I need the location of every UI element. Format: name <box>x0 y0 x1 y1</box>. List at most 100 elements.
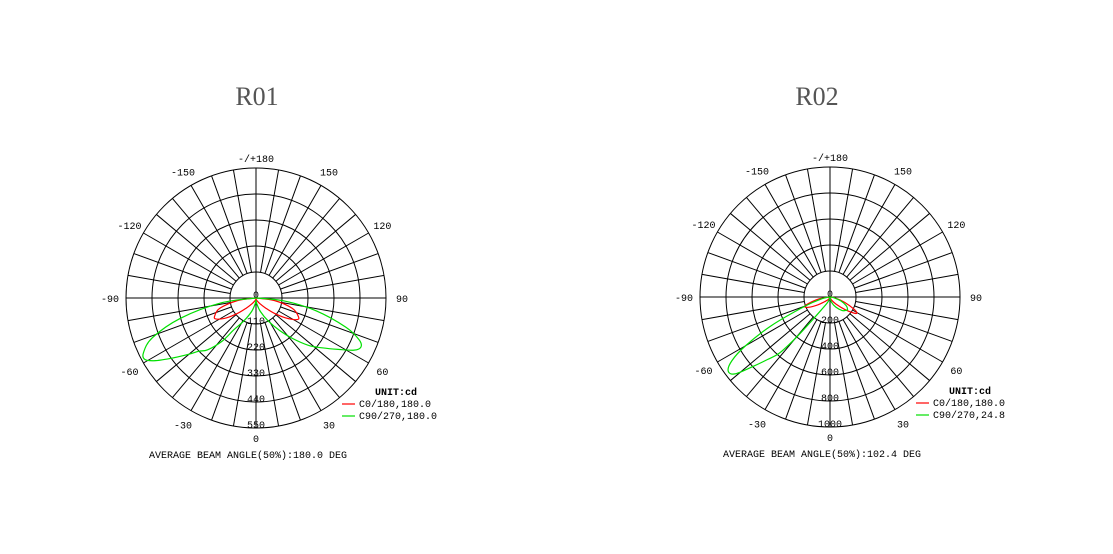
chart-title-r02: R02 <box>795 82 839 111</box>
radial-tick-label: 200 <box>821 316 839 327</box>
grid-spoke <box>280 306 379 343</box>
polar-chart-r02: -/+180 150 -150 120 -120 90 -90 60 -60 30 -30 0 0 200… <box>675 153 1005 461</box>
grid-spoke <box>701 273 805 293</box>
grid-spoke <box>275 214 356 282</box>
beam-angle-footer: AVERAGE BEAM ANGLE(50%):102.4 DEG <box>723 449 921 461</box>
grid-spoke <box>852 231 943 285</box>
grid-spoke <box>127 302 231 322</box>
angle-label: -60 <box>695 367 713 378</box>
grid-spoke <box>849 213 930 281</box>
grid-spoke <box>855 273 959 293</box>
grid-spoke <box>746 316 814 397</box>
grid-spoke <box>211 322 248 421</box>
grid-spoke <box>806 168 826 272</box>
grid-spoke <box>834 322 854 426</box>
angle-label: -120 <box>118 222 142 233</box>
grid-spoke <box>854 252 953 289</box>
radial-tick-label: 400 <box>821 342 839 353</box>
grid-spoke <box>838 321 875 420</box>
angle-label: 60 <box>950 367 962 378</box>
grid-spoke <box>278 232 369 286</box>
angle-label: -150 <box>171 169 195 180</box>
series-curve-c90-270 <box>142 297 362 362</box>
grid-spoke <box>127 274 231 294</box>
grid-spoke <box>707 305 806 342</box>
grid-spoke <box>275 314 356 382</box>
grid-spoke <box>764 184 818 275</box>
legend-entry: C90/270,180.0 <box>359 411 437 423</box>
angle-label: 90 <box>970 294 982 305</box>
angle-label: 30 <box>323 421 335 432</box>
legend-entry: C0/180,180.0 <box>359 399 431 411</box>
grid-spoke <box>785 321 822 420</box>
radial-tick-label: 220 <box>247 343 265 354</box>
angle-label: -30 <box>748 420 766 431</box>
series-curve-c90-270 <box>727 296 849 375</box>
legend-entry: C0/180,180.0 <box>933 398 1005 410</box>
grid-spoke <box>717 231 808 285</box>
grid-spoke <box>842 184 896 275</box>
legend-entry: C90/270,24.8 <box>933 410 1005 422</box>
grid-spoke <box>190 185 244 276</box>
angle-label: -/+180 <box>812 153 848 165</box>
beam-angle-footer: AVERAGE BEAM ANGLE(50%):180.0 DEG <box>149 450 347 462</box>
radial-tick-label: 440 <box>247 395 265 406</box>
grid-spoke <box>260 169 280 273</box>
grid-spoke <box>281 274 385 294</box>
grid-spoke <box>280 253 379 290</box>
angle-label: 0 <box>253 435 259 446</box>
angle-label: 30 <box>897 420 909 431</box>
grid-spoke <box>746 197 814 278</box>
chart-title-r01: R01 <box>235 82 279 111</box>
grid-spoke <box>834 168 854 272</box>
grid-spoke <box>172 198 240 279</box>
angle-label: -30 <box>174 421 192 432</box>
angle-label: -60 <box>121 368 139 379</box>
grid-spoke <box>232 323 252 427</box>
radial-tick-label: 330 <box>247 369 265 380</box>
grid-spoke <box>172 317 240 398</box>
angle-label: -150 <box>745 168 769 179</box>
grid-spoke <box>838 174 875 273</box>
grid-spoke <box>707 252 806 289</box>
grid-spoke <box>717 309 808 363</box>
grid-spoke <box>730 213 811 281</box>
angle-label: 150 <box>894 168 912 179</box>
polar-chart-r01: -/+180 150 -150 120 -120 90 -90 60 -60 30 -30 0 0 110… <box>101 154 437 462</box>
angle-label: -90 <box>675 294 693 305</box>
angle-label: 60 <box>376 368 388 379</box>
angle-label: -90 <box>101 295 119 306</box>
grid-spoke <box>730 313 811 381</box>
grid-spoke <box>764 319 818 410</box>
series-curve-c0-180 <box>213 297 300 321</box>
grid-spoke <box>846 197 914 278</box>
radial-tick-label: 0 <box>827 290 833 301</box>
grid-spoke <box>264 322 301 421</box>
unit-label: UNIT:cd <box>375 387 417 399</box>
grid-spoke <box>156 314 237 382</box>
angle-label: 0 <box>827 434 833 445</box>
grid-spoke <box>133 253 232 290</box>
grid-spoke <box>190 320 244 411</box>
radial-tick-label: 110 <box>247 317 265 328</box>
grid-spoke <box>272 317 340 398</box>
grid-spoke <box>211 175 248 274</box>
angle-label: 120 <box>947 221 965 232</box>
grid-spoke <box>855 301 959 321</box>
radial-tick-label: 0 <box>253 291 259 302</box>
grid-spoke <box>156 214 237 282</box>
grid-spoke <box>232 169 252 273</box>
angle-label: -/+180 <box>238 154 274 166</box>
grid-spoke <box>264 175 301 274</box>
grid-spoke <box>281 302 385 322</box>
radial-tick-label: 1000 <box>818 420 842 431</box>
radial-tick-label: 550 <box>247 421 265 432</box>
grid-spoke <box>785 174 822 273</box>
angle-label: -120 <box>692 221 716 232</box>
grid-spoke <box>854 305 953 342</box>
grid-spoke <box>806 322 826 426</box>
grid-spoke <box>842 319 896 410</box>
angle-label: 120 <box>373 222 391 233</box>
angle-label: 150 <box>320 169 338 180</box>
